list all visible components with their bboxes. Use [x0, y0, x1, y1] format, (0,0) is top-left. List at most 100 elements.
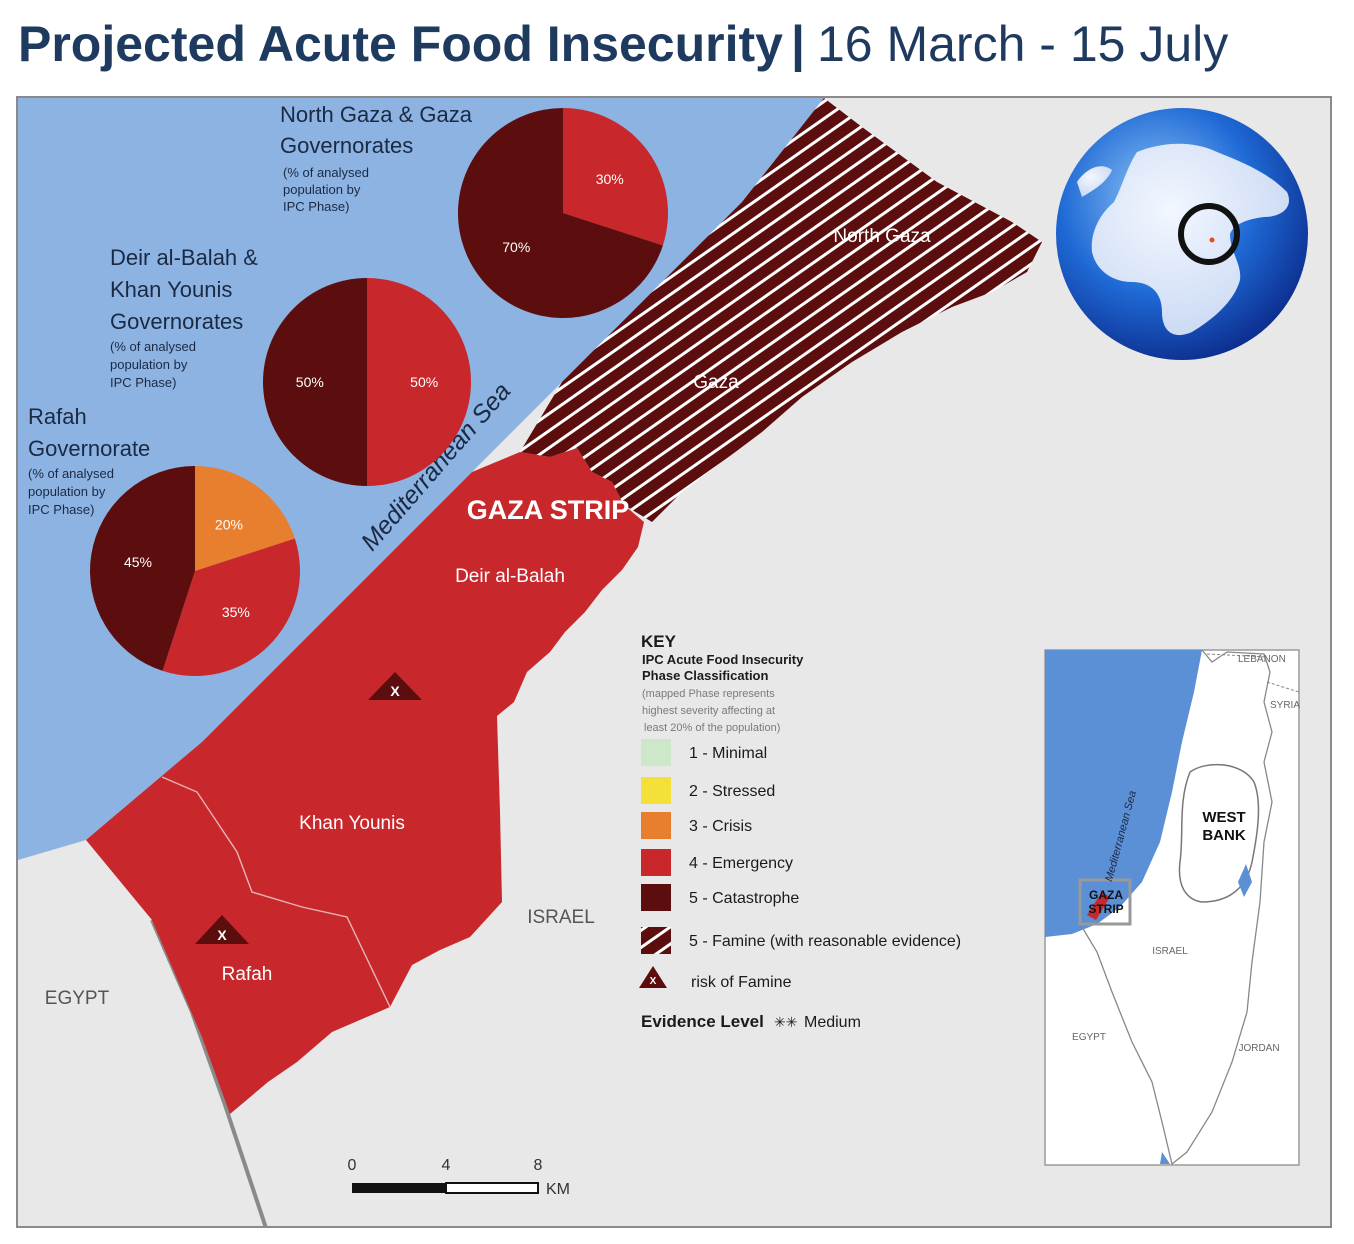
svg-text:risk of Famine: risk of Famine: [691, 974, 792, 991]
legend-label: 4 - Emergency: [689, 855, 793, 872]
pie-slice: [367, 278, 471, 486]
svg-text:X: X: [390, 683, 400, 699]
map-frame: Mediterranean Sea GAZA STRIP North Gaza …: [16, 96, 1332, 1228]
south-governorates-area: [86, 448, 644, 1114]
legend-swatch: [641, 849, 671, 876]
svg-text:(mapped Phase represents: (mapped Phase represents: [642, 688, 775, 700]
legend-swatch: [641, 777, 671, 804]
svg-text:KM: KM: [546, 1181, 570, 1198]
pie-slice: [89, 466, 195, 671]
famine-risk-marker: X: [195, 915, 249, 944]
famine-risk-marker: X: [368, 672, 422, 700]
svg-text:Governorates: Governorates: [110, 309, 243, 334]
gaza-label: Gaza: [693, 372, 739, 393]
pie-note-rafah: (% of analysed population by IPC Phase): [28, 466, 114, 517]
legend-swatch: [641, 812, 671, 839]
svg-text:KEY: KEY: [641, 632, 677, 651]
deir-al-balah-label: Deir al-Balah: [455, 566, 565, 587]
legend-swatch: [641, 739, 671, 766]
svg-text:(% of analysed: (% of analysed: [28, 466, 114, 481]
egypt-label: EGYPT: [45, 988, 110, 1009]
pie-slice: [162, 538, 301, 677]
rafah-label: Rafah: [222, 964, 273, 985]
title-separator: |: [790, 16, 805, 72]
pie-slice: [563, 108, 669, 246]
svg-text:8: 8: [534, 1157, 543, 1174]
svg-text:North Gaza & Gaza: North Gaza & Gaza: [280, 102, 473, 127]
legend-item: 3 - Crisis: [641, 812, 752, 839]
evidence-level: Evidence Level ✳✳ Medium: [641, 1012, 861, 1031]
globe-icon: [1056, 108, 1308, 360]
legend-swatch: [641, 927, 671, 954]
pie-slice-label: 45%: [124, 554, 152, 570]
svg-text:IPC Phase): IPC Phase): [283, 199, 349, 214]
svg-text:0: 0: [348, 1157, 357, 1174]
legend-item: 5 - Catastrophe: [641, 884, 799, 911]
pie-slice-label: 35%: [222, 604, 250, 620]
svg-text:BANK: BANK: [1202, 827, 1245, 844]
pie-rafah: 20% 35% 45%: [89, 466, 301, 677]
legend-risk-item: X risk of Famine: [639, 966, 792, 991]
pie-slice-label: 30%: [596, 171, 624, 187]
legend-label: 5 - Catastrophe: [689, 890, 799, 907]
title-period: 16 March - 15 July: [816, 16, 1229, 72]
svg-text:Evidence Level: Evidence Level: [641, 1012, 764, 1031]
legend-label: 2 - Stressed: [689, 783, 775, 800]
pie-slice-label: 50%: [410, 374, 438, 390]
svg-text:IPC Phase): IPC Phase): [28, 502, 94, 517]
svg-text:population by: population by: [28, 484, 106, 499]
pie-title-rafah: Rafah Governorate: [28, 404, 150, 461]
svg-text:population by: population by: [110, 357, 188, 372]
svg-text:Rafah: Rafah: [28, 404, 87, 429]
svg-text:JORDAN: JORDAN: [1238, 1043, 1279, 1054]
svg-text:LEBANON: LEBANON: [1238, 654, 1286, 665]
svg-text:STRIP: STRIP: [1088, 902, 1123, 916]
pie-north-gaza: 30% 70%: [458, 108, 669, 318]
legend-item: 2 - Stressed: [641, 777, 775, 804]
pie-note-north: (% of analysed population by IPC Phase): [283, 165, 369, 214]
north-gaza-label: North Gaza: [833, 226, 931, 247]
pie-slice: [458, 108, 663, 318]
svg-text:X: X: [650, 976, 657, 987]
svg-text:Governorates: Governorates: [280, 133, 413, 158]
svg-text:IPC Acute Food Insecurity: IPC Acute Food Insecurity: [642, 652, 804, 667]
west-bank-shape: [1178, 763, 1260, 903]
pie-title-deir-khan: Deir al-Balah & Khan Younis Governorates: [110, 245, 258, 334]
pie-title-north: North Gaza & Gaza Governorates: [280, 102, 473, 158]
svg-text:EGYPT: EGYPT: [1072, 1032, 1106, 1043]
pie-slice: [195, 466, 295, 571]
pie-slice-label: 50%: [296, 374, 324, 390]
svg-text:(% of analysed: (% of analysed: [283, 165, 369, 180]
strip-label: GAZA STRIP: [467, 495, 630, 525]
map-title: Projected Acute Food Insecurity | 16 March…: [18, 14, 1228, 78]
svg-text:4: 4: [442, 1157, 451, 1174]
title-main: Projected Acute Food Insecurity: [18, 16, 783, 72]
svg-text:SYRIA: SYRIA: [1270, 700, 1300, 711]
svg-text:ISRAEL: ISRAEL: [1152, 946, 1188, 957]
svg-text:Deir al-Balah &: Deir al-Balah &: [110, 245, 258, 270]
svg-text:(% of analysed: (% of analysed: [110, 339, 196, 354]
legend-label: 5 - Famine (with reasonable evidence): [689, 933, 961, 950]
pie-slice: [263, 278, 367, 486]
svg-text:population by: population by: [283, 182, 361, 197]
svg-text:X: X: [217, 927, 227, 943]
pie-slice-label: 20%: [215, 516, 243, 532]
legend-item: 4 - Emergency: [641, 849, 793, 876]
pie-deir-khan: 50% 50%: [263, 278, 471, 486]
north-governorates-area: [520, 98, 1042, 522]
svg-text:Medium: Medium: [804, 1014, 861, 1031]
svg-text:Khan Younis: Khan Younis: [110, 277, 232, 302]
svg-text:Phase Classification: Phase Classification: [642, 668, 768, 683]
pie-slice-label: 70%: [502, 239, 530, 255]
legend-swatch: [641, 884, 671, 911]
legend-item: 1 - Minimal: [641, 739, 767, 766]
legend-label: 1 - Minimal: [689, 745, 767, 762]
legend: KEY IPC Acute Food Insecurity Phase Clas…: [639, 632, 961, 1031]
svg-text:IPC Phase): IPC Phase): [110, 375, 176, 390]
map-canvas: Mediterranean Sea GAZA STRIP North Gaza …: [18, 98, 1330, 1226]
pie-note-deir-khan: (% of analysed population by IPC Phase): [110, 339, 196, 390]
khan-younis-border: [161, 776, 391, 1008]
scale-bar: 0 4 8 KM: [348, 1157, 570, 1198]
khan-younis-label: Khan Younis: [299, 813, 405, 834]
svg-text:least 20% of the population): least 20% of the population): [644, 722, 780, 734]
